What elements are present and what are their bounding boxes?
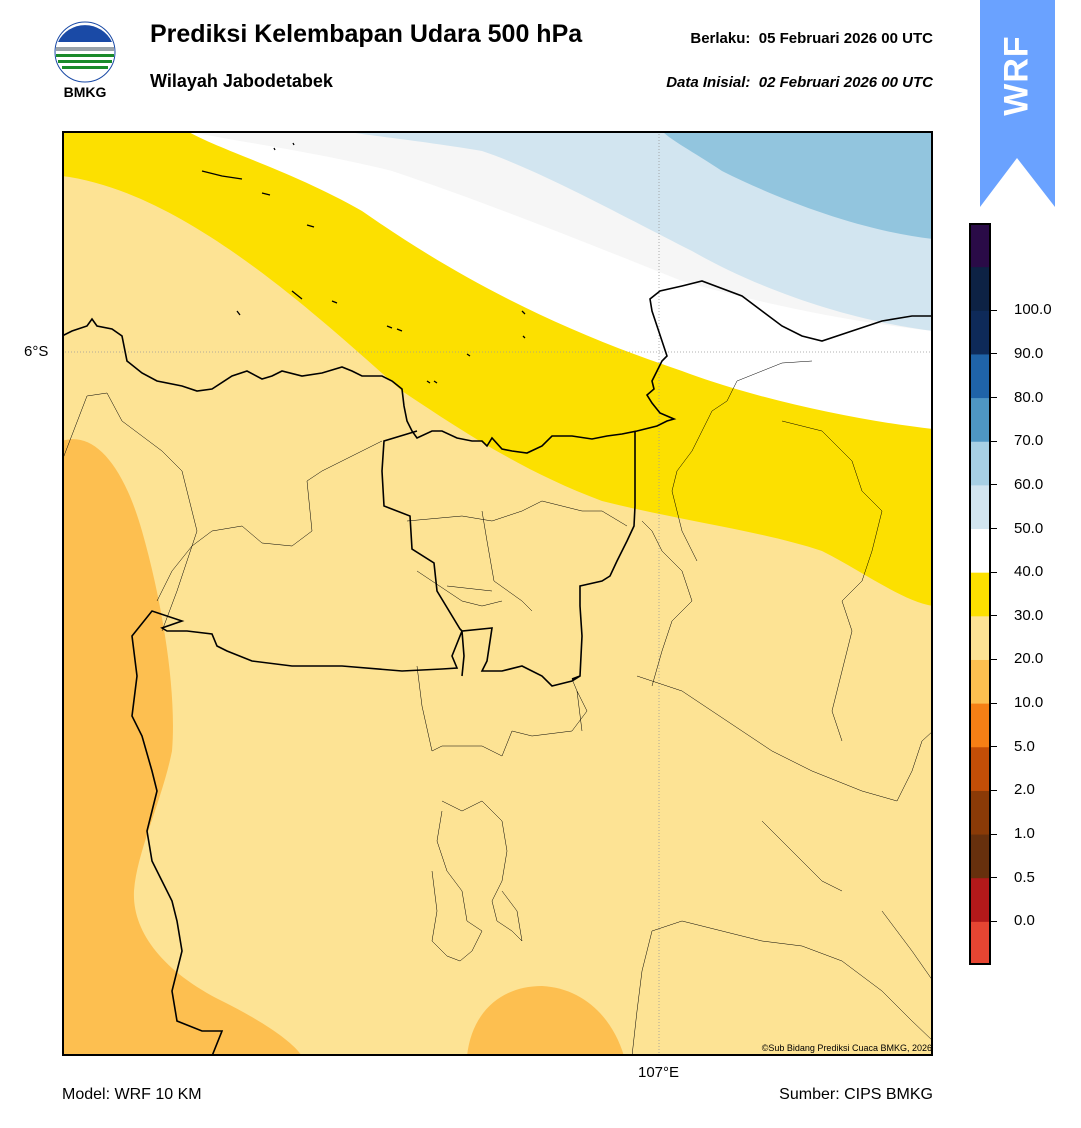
bmkg-logo-icon — [52, 20, 118, 104]
valid-time: Berlaku: 05 Februari 2026 00 UTC — [690, 30, 933, 47]
wrf-badge — [980, 0, 1055, 207]
colorbar-tick — [991, 920, 997, 922]
colorbar-segment — [969, 615, 991, 660]
colorbar-segment — [969, 834, 991, 879]
province-border — [131, 430, 636, 1056]
valid-label: Berlaku: — [690, 30, 751, 47]
colorbar-tick-label: 40.0 — [1014, 563, 1044, 581]
colorbar-tick — [991, 702, 997, 704]
humidity-map — [62, 131, 933, 1056]
colorbar-segment — [969, 353, 991, 399]
colorbar-tick — [991, 833, 997, 835]
init-label: Data Inisial: — [666, 74, 751, 91]
colorbar-tick — [991, 877, 997, 879]
colorbar-segment — [969, 877, 991, 922]
wrf-badge-shape — [980, 0, 1055, 207]
colorbar-segment — [969, 484, 991, 530]
colorbar-tick-label: 10.0 — [1014, 694, 1044, 712]
colorbar-tick-label: 80.0 — [1014, 388, 1044, 406]
colorbar-segment — [969, 790, 991, 835]
colorbar-segment — [969, 223, 991, 268]
wrf-badge-label-wrap: WRF — [980, 0, 1055, 150]
logo-text: BMKG — [63, 84, 107, 100]
colorbar-tick — [991, 440, 997, 442]
colorbar-tick — [991, 528, 997, 530]
data-source: Sumber: CIPS BMKG — [779, 1086, 933, 1103]
colorbar — [969, 223, 991, 965]
regency-boundaries — [62, 360, 933, 1056]
colorbar-segment — [969, 266, 991, 311]
colorbar-segment — [969, 397, 991, 442]
model-info: Model: WRF 10 KM — [62, 1086, 202, 1103]
colorbar-tick-label: 0.5 — [1014, 868, 1035, 886]
colorbar-tick-label: 90.0 — [1014, 344, 1044, 362]
colorbar-tick — [991, 484, 997, 486]
colorbar-tick — [991, 397, 997, 399]
colorbar-tick-label: 5.0 — [1014, 737, 1035, 755]
colorbar-tick-label: 1.0 — [1014, 825, 1035, 843]
band-10-20-south — [467, 986, 624, 1056]
colorbar-tick-label: 30.0 — [1014, 606, 1044, 624]
valid-value: 05 Februari 2026 00 UTC — [758, 30, 933, 47]
colorbar-tick — [991, 309, 997, 311]
band-10-20-west — [62, 439, 302, 1056]
colorbar-frame — [969, 223, 991, 965]
colorbar-tick-label: 0.0 — [1014, 912, 1035, 930]
colorbar-segment — [969, 703, 991, 748]
init-time: Data Inisial: 02 Februari 2026 00 UTC — [666, 74, 933, 91]
colorbar-segment — [969, 528, 991, 573]
colorbar-segment — [969, 441, 991, 486]
init-value: 02 Februari 2026 00 UTC — [758, 74, 933, 91]
colorbar-segment — [969, 572, 991, 617]
islands — [201, 142, 526, 384]
colorbar-tick-label: 2.0 — [1014, 781, 1035, 799]
colorbar-tick — [991, 571, 997, 573]
map-frame — [62, 131, 933, 1056]
band-70-80 — [662, 131, 933, 239]
wrf-badge-label: WRF — [998, 34, 1037, 116]
colorbar-tick — [991, 658, 997, 660]
map-title: Prediksi Kelembapan Udara 500 hPa — [150, 20, 583, 48]
map-subtitle: Wilayah Jabodetabek — [150, 71, 333, 91]
map-credit: ©Sub Bidang Prediksi Cuaca BMKG, 2026 — [761, 1043, 932, 1053]
colorbar-tick-label: 20.0 — [1014, 650, 1044, 668]
coastline — [62, 280, 933, 454]
colorbar-tick — [991, 353, 997, 355]
colorbar-segment — [969, 659, 991, 704]
colorbar-tick-label: 100.0 — [1014, 301, 1052, 319]
colorbar-tick — [991, 746, 997, 748]
colorbar-tick — [991, 789, 997, 791]
lon-tick-label: 107°E — [638, 1064, 680, 1081]
colorbar-segment — [969, 746, 991, 791]
colorbar-tick — [991, 615, 997, 617]
colorbar-tick-label: 70.0 — [1014, 432, 1044, 450]
colorbar-tick-label: 60.0 — [1014, 475, 1044, 493]
colorbar-segment — [969, 310, 991, 355]
colorbar-tick-label: 50.0 — [1014, 519, 1044, 537]
lat-tick-label: 6°S — [24, 343, 49, 360]
colorbar-segment — [969, 921, 991, 965]
